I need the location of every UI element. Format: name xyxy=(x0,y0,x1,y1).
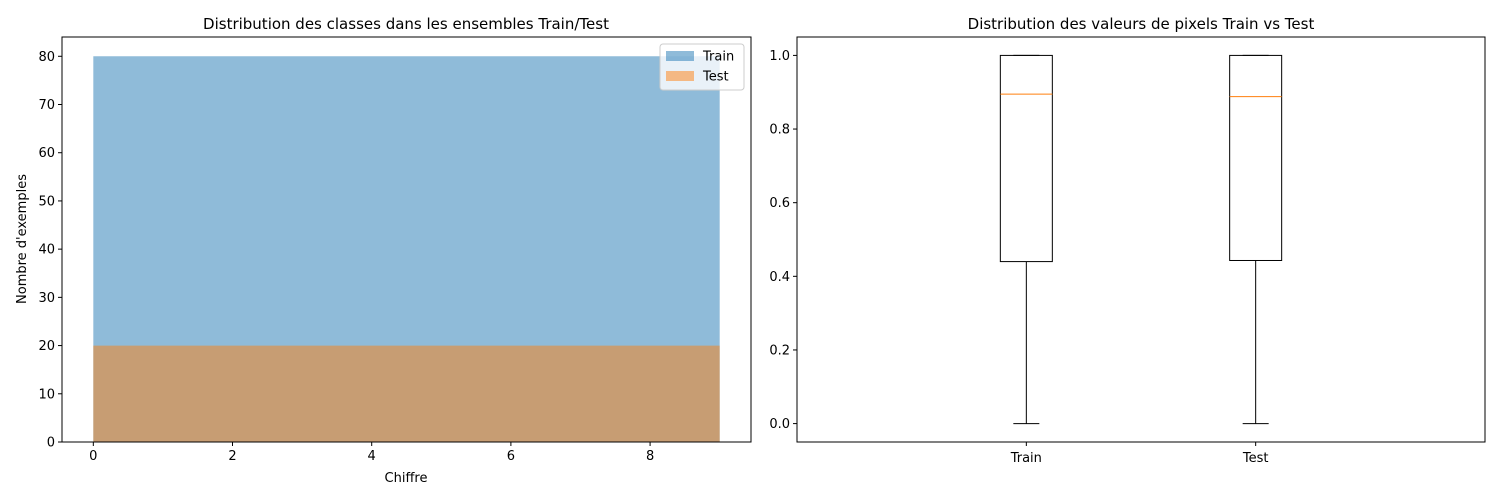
y-tick-label: 80 xyxy=(38,50,55,65)
y-tick-label: 10 xyxy=(38,387,55,402)
area-test xyxy=(93,345,720,442)
x-axis-label: Chiffre xyxy=(385,471,428,486)
legend-label-train: Train xyxy=(702,50,734,65)
box xyxy=(1229,54,1283,261)
box xyxy=(999,54,1053,263)
legend-swatch-test xyxy=(666,71,694,81)
x-tick-label: Train xyxy=(1010,451,1042,466)
legend-swatch-train xyxy=(666,51,694,61)
y-tick-label: 0.8 xyxy=(769,123,790,138)
chart-class-distribution: Distribution des classes dans les ensemb… xyxy=(15,15,752,486)
y-tick-label: 0 xyxy=(47,436,55,451)
legend-label-test: Test xyxy=(702,70,729,85)
y-tick-label: 60 xyxy=(38,146,55,161)
legend: Train Test xyxy=(659,43,745,91)
y-tick-label: 50 xyxy=(38,194,55,209)
chart-title: Distribution des valeurs de pixels Train… xyxy=(968,15,1315,33)
x-tick-label: Test xyxy=(1242,451,1269,466)
y-tick-label: 30 xyxy=(38,291,55,306)
y-tick-label: 40 xyxy=(38,243,55,258)
x-axis: 0 2 4 6 8 xyxy=(89,442,654,464)
boxplot-test xyxy=(1229,54,1283,425)
x-tick-label: 4 xyxy=(368,449,376,464)
y-axis: 0 10 20 30 40 50 60 70 80 xyxy=(38,50,62,451)
y-tick-label: 20 xyxy=(38,339,55,354)
y-axis: 0.0 0.2 0.4 0.6 0.8 1.0 xyxy=(769,49,797,432)
x-tick-label: 8 xyxy=(646,449,654,464)
plot-area xyxy=(93,56,720,443)
y-tick-label: 0.0 xyxy=(769,417,790,432)
x-tick-label: 6 xyxy=(507,449,515,464)
x-tick-label: 2 xyxy=(228,449,236,464)
plot-area xyxy=(999,54,1283,425)
y-tick-label: 1.0 xyxy=(769,49,790,64)
x-axis: Train Test xyxy=(1010,442,1269,466)
y-tick-label: 0.6 xyxy=(769,196,790,211)
y-tick-label: 0.4 xyxy=(769,270,790,285)
y-tick-label: 70 xyxy=(38,98,55,113)
plot-frame xyxy=(796,36,1486,443)
x-tick-label: 0 xyxy=(89,449,97,464)
plot-frame xyxy=(61,36,752,443)
y-axis-label: Nombre d'exemples xyxy=(15,174,30,304)
chart-title: Distribution des classes dans les ensemb… xyxy=(203,15,609,33)
boxplot-train xyxy=(999,54,1053,425)
chart-pixel-distribution: Distribution des valeurs de pixels Train… xyxy=(769,15,1486,466)
y-tick-label: 0.2 xyxy=(769,343,790,358)
